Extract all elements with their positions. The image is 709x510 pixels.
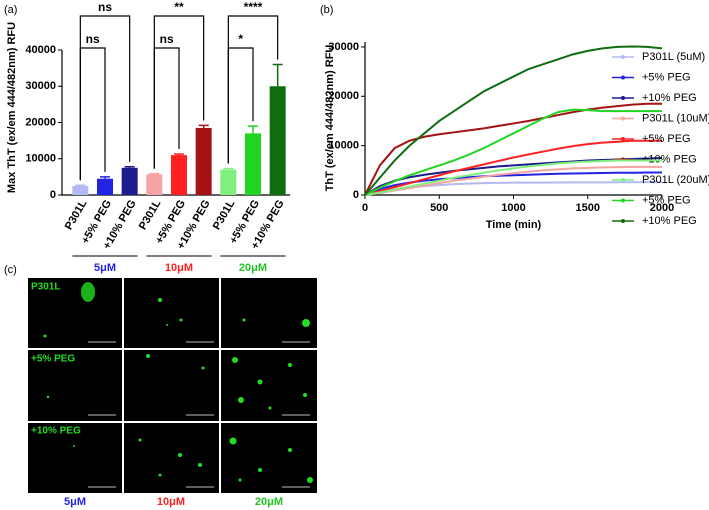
bar	[195, 127, 212, 195]
row-label: P301L	[31, 282, 60, 293]
x-tick-label: P301L	[63, 198, 90, 232]
significance-bracket	[79, 47, 106, 181]
legend-label: P301L (5uM)	[642, 51, 705, 63]
bar	[220, 169, 237, 195]
legend-label: P301L (20uM)	[642, 174, 709, 186]
legend-marker	[621, 75, 625, 80]
error-bar	[248, 125, 258, 134]
y-tick-label: 20000	[25, 116, 56, 128]
error-bar	[272, 63, 283, 87]
error-bar	[75, 184, 86, 186]
panel-label: (c)	[4, 264, 17, 276]
panel-label: (b)	[320, 4, 333, 16]
error-bar	[198, 124, 209, 128]
legend-marker	[621, 178, 625, 182]
significance-label: ****	[244, 0, 263, 14]
x-tick-label: P301L	[211, 198, 238, 232]
bar	[97, 178, 113, 195]
bar	[121, 167, 138, 195]
line	[364, 159, 662, 196]
legend-marker	[621, 198, 625, 203]
x-tick-label: 1000	[501, 202, 525, 214]
x-tick-label: 0	[362, 202, 368, 214]
line	[364, 165, 662, 196]
legend-marker	[621, 116, 625, 121]
significance-bracket	[227, 15, 279, 164]
error-bar	[149, 172, 160, 175]
y-tick-label: 20000	[328, 90, 359, 102]
bar	[72, 185, 89, 195]
panel-label: (a)	[4, 4, 17, 16]
legend-marker	[621, 219, 625, 223]
x-tick-label: 1500	[576, 202, 600, 214]
legend-label: +5% PEG	[642, 194, 691, 206]
y-axis-label: Max ThT (ex/em 444/482nm) RFU	[6, 22, 18, 193]
significance-bracket	[79, 15, 131, 181]
legend-label: +10% PEG	[642, 153, 697, 165]
y-tick-label: 0	[50, 189, 56, 201]
significance-label: *	[238, 32, 243, 46]
y-tick-label: 40000	[25, 44, 56, 56]
group-label: 20μM	[239, 262, 267, 274]
group-label: 5μM	[94, 262, 116, 274]
bar	[245, 133, 261, 195]
bar	[146, 174, 163, 195]
group-label: 10μM	[165, 262, 193, 274]
y-axis-label: ThT (ex/em 444/482nm) RFU	[324, 45, 336, 192]
line	[364, 108, 662, 196]
error-bar	[100, 176, 110, 179]
legend-marker	[621, 137, 625, 141]
y-tick-label: 30000	[25, 80, 56, 92]
legend-label: +10% PEG	[642, 215, 697, 227]
line	[364, 45, 663, 196]
x-tick-label: 2000	[650, 202, 674, 214]
error-bar	[223, 167, 234, 170]
significance-label: ns	[160, 32, 174, 46]
legend-label: +5% PEG	[642, 133, 691, 145]
legend-label: +5% PEG	[642, 71, 691, 83]
legend-label: +10% PEG	[642, 92, 697, 104]
significance-bracket	[153, 47, 180, 169]
legend-label: P301L (10uM)	[642, 112, 709, 124]
significance-bracket	[153, 15, 205, 169]
x-axis-label: Time (min)	[486, 219, 542, 231]
bar	[269, 86, 286, 195]
legend-marker	[621, 55, 625, 59]
column-label: 10μM	[157, 496, 185, 508]
micrograph-grid	[28, 278, 317, 493]
line	[364, 156, 663, 196]
y-tick-label: 10000	[328, 140, 359, 152]
significance-label: ns	[86, 32, 100, 46]
significance-label: ns	[98, 0, 112, 14]
line	[364, 139, 662, 196]
y-tick-label: 10000	[25, 153, 56, 165]
y-tick-label: 30000	[328, 41, 359, 53]
x-tick-label: P301L	[137, 198, 164, 232]
y-tick-label: 0	[353, 189, 359, 201]
significance-label: **	[174, 0, 184, 14]
line	[364, 102, 662, 196]
x-tick-label: 500	[430, 202, 448, 214]
column-label: 20μM	[255, 496, 283, 508]
row-label: +5% PEG	[31, 354, 75, 365]
error-bar	[174, 153, 184, 156]
column-label: 5μM	[64, 496, 86, 508]
row-label: +10% PEG	[31, 426, 81, 437]
bar	[171, 155, 187, 195]
legend-marker	[621, 96, 625, 100]
error-bar	[124, 165, 135, 168]
